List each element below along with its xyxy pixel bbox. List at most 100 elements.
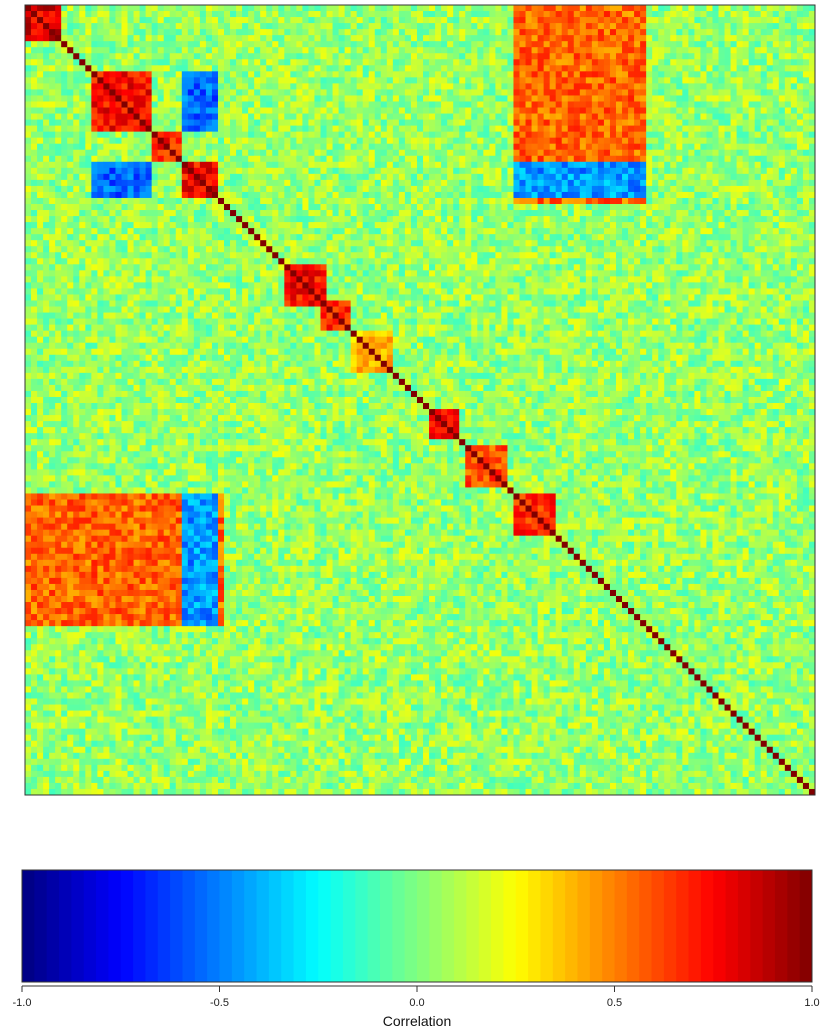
heatmap-cell [459,150,465,156]
heatmap-cell [785,17,791,23]
heatmap-cell [140,222,146,228]
heatmap-cell [212,35,218,41]
heatmap-cell [103,77,109,83]
heatmap-cell [441,65,447,71]
heatmap-cell [646,180,652,186]
heatmap-cell [532,222,538,228]
heatmap-cell [435,53,441,59]
heatmap-cell [507,35,513,41]
heatmap-cell [302,192,308,198]
heatmap-cell [43,77,49,83]
heatmap-cell [170,47,176,53]
heatmap-cell [737,162,743,168]
heatmap-cell [749,65,755,71]
heatmap-cell [791,95,797,101]
heatmap-cell [333,186,339,192]
heatmap-cell [218,114,224,120]
heatmap-cell [429,150,435,156]
heatmap-cell [158,108,164,114]
heatmap-cell [743,41,749,47]
heatmap-cell [37,150,43,156]
heatmap-cell [447,47,453,53]
heatmap-cell [646,114,652,120]
heatmap-cell [471,156,477,162]
heatmap-cell [55,180,61,186]
heatmap-cell [779,138,785,144]
heatmap-cell [290,5,296,11]
heatmap-cell [152,204,158,210]
heatmap-cell [574,204,580,210]
heatmap-cell [176,95,182,101]
heatmap-cell [55,204,61,210]
heatmap-cell [290,29,296,35]
heatmap-cell [254,222,260,228]
heatmap-cell [67,204,73,210]
heatmap-cell [212,41,218,47]
heatmap-cell [375,186,381,192]
heatmap-cell [61,174,67,180]
heatmap-cell [501,114,507,120]
heatmap-cell [260,59,266,65]
heatmap-cell [206,198,212,204]
heatmap-cell [43,234,49,240]
heatmap-cell [725,114,731,120]
heatmap-cell [562,180,568,186]
heatmap-cell [375,126,381,132]
heatmap-cell [670,144,676,150]
heatmap-cell [369,216,375,222]
heatmap-cell [61,180,67,186]
heatmap-cell [731,174,737,180]
heatmap-cell [236,5,242,11]
heatmap-cell [495,210,501,216]
heatmap-cell [73,222,79,228]
heatmap-cell [176,216,182,222]
heatmap-cell [194,138,200,144]
heatmap-cell [73,41,79,47]
heatmap-cell [290,156,296,162]
heatmap-cell [260,120,266,126]
heatmap-cell [296,132,302,138]
heatmap-cell [91,95,97,101]
heatmap-cell [459,47,465,53]
heatmap-cell [658,132,664,138]
heatmap-cell [55,222,61,228]
heatmap-cell [308,17,314,23]
heatmap-cell [586,65,592,71]
heatmap-cell [453,23,459,29]
heatmap-cell [128,35,134,41]
heatmap-cell [568,174,574,180]
heatmap-cell [700,126,706,132]
heatmap-cell [260,5,266,11]
heatmap-cell [483,204,489,210]
heatmap-cell [586,162,592,168]
heatmap-cell [628,53,634,59]
heatmap-cell [146,47,152,53]
heatmap-cell [284,222,290,228]
heatmap-cell [351,138,357,144]
heatmap-cell [61,168,67,174]
heatmap-cell [779,77,785,83]
heatmap-cell [345,89,351,95]
heatmap-cell [574,65,580,71]
heatmap-cell [206,144,212,150]
heatmap-cell [797,65,803,71]
heatmap-cell [706,47,712,53]
heatmap-cell [447,59,453,65]
heatmap-cell [61,29,67,35]
heatmap-cell [194,168,200,174]
heatmap-cell [646,150,652,156]
heatmap-cell [682,47,688,53]
heatmap-cell [568,11,574,17]
heatmap-cell [682,23,688,29]
heatmap-cell [568,59,574,65]
heatmap-cell [278,210,284,216]
heatmap-cell [31,168,37,174]
heatmap-cell [483,17,489,23]
heatmap-cell [158,59,164,65]
heatmap-cell [375,5,381,11]
heatmap-cell [411,156,417,162]
heatmap-cell [266,65,272,71]
heatmap-cell [314,168,320,174]
heatmap-cell [103,210,109,216]
heatmap-cell [574,71,580,77]
